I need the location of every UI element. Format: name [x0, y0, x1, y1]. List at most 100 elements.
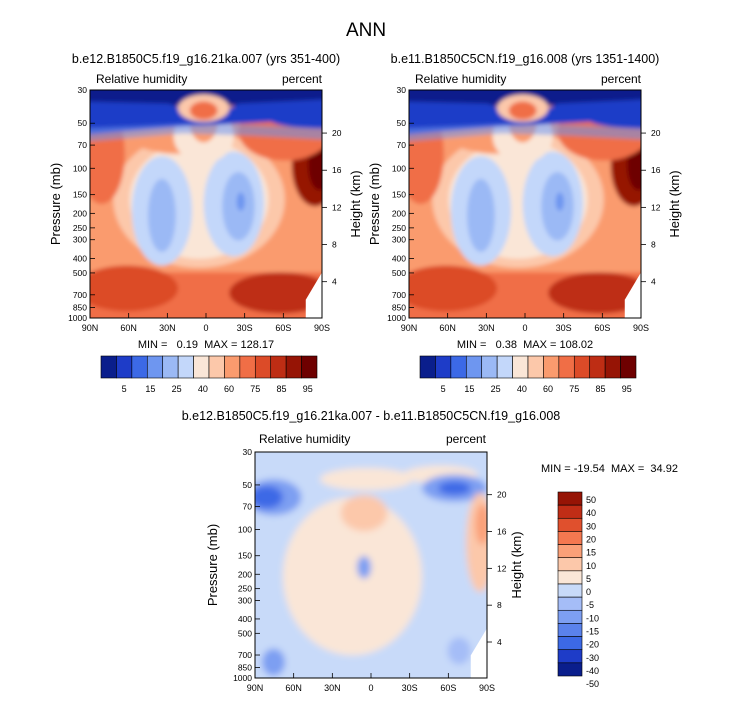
rh-band-95: [229, 272, 322, 314]
colorbar-swatch: [512, 355, 529, 379]
latitude-tick-label: 90S: [633, 323, 649, 333]
pressure-tick-label: 30: [78, 85, 88, 95]
colorbar-swatch: [481, 355, 498, 379]
colorbar-label: 75: [569, 384, 579, 394]
panel-2-title: b.e11.B1850C5CN.f19_g16.008 (yrs 1351-14…: [391, 52, 660, 66]
panel-2-height-axis: 20 16 12 8 4: [641, 128, 661, 287]
colorbar-swatch: [116, 355, 133, 379]
pressure-tick-label: 300: [238, 595, 252, 605]
colorbar-swatch: [557, 517, 583, 532]
latitude-tick-label: 30S: [237, 323, 253, 333]
latitude-tick-label: 60S: [594, 323, 610, 333]
pressure-tick-label: 70: [397, 140, 407, 150]
panel-3-latitude-axis: 90N 60N 30N 0 30S 60S 90S: [247, 673, 495, 693]
panel-3-left-label: Relative humidity: [259, 432, 350, 446]
latitude-tick-label: 60N: [120, 323, 137, 333]
height-tick-label: 12: [497, 563, 507, 573]
colorbar-label: 25: [172, 384, 182, 394]
latitude-tick-label: 60S: [440, 683, 456, 693]
latitude-tick-label: 30S: [556, 323, 572, 333]
panel-3-height-axis: 20 16 12 8 4: [487, 490, 507, 647]
rh-tropopause-moist-core: [508, 101, 537, 120]
colorbar-swatch: [557, 557, 583, 572]
colorbar-swatch: [254, 355, 272, 379]
colorbar-label: 20: [586, 535, 596, 545]
latitude-tick-label: 90N: [401, 323, 418, 333]
colorbar-swatch: [557, 583, 583, 598]
panel-1-contour-field: [90, 90, 322, 318]
diff-south-dry-core: [438, 481, 471, 495]
panel-3-contour-field: [255, 452, 487, 678]
colorbar-swatch: [450, 355, 467, 379]
colorbar-swatch: [131, 355, 148, 379]
colorbar-swatch: [177, 355, 194, 379]
latitude-tick-label: 90N: [82, 323, 99, 333]
panel-2-contour-field: [409, 90, 641, 318]
colorbar-label: -50: [586, 679, 599, 689]
height-tick-label: 4: [332, 277, 337, 287]
rh-band-85: [409, 265, 498, 312]
colorbar-label: 30: [586, 521, 596, 531]
rh-contours: [409, 90, 641, 318]
latitude-tick-label: 90S: [314, 323, 330, 333]
pressure-tick-label: 150: [392, 190, 406, 200]
diff-south-moist-core: [475, 503, 487, 545]
panel-1-right-label: percent: [282, 72, 323, 86]
colorbar-swatch: [435, 355, 452, 379]
panel-2-latitude-axis: 90N 60N 30N 0 30S 60S 90S: [401, 313, 649, 333]
colorbar-swatch: [604, 355, 621, 379]
colorbar-swatch: [557, 662, 583, 677]
pressure-tick-label: 30: [397, 85, 407, 95]
pressure-tick-label: 500: [73, 268, 87, 278]
colorbar-swatch: [146, 355, 164, 379]
panel-1-latitude-axis: 90N 60N 30N 0 30S 60S 90S: [82, 313, 330, 333]
colorbar-label: 40: [198, 384, 208, 394]
height-tick-label: 12: [332, 202, 342, 212]
pressure-tick-label: 500: [392, 268, 406, 278]
topography-mask: [470, 628, 487, 678]
colorbar-label: 0: [586, 587, 591, 597]
colorbar-label: 5: [122, 384, 127, 394]
latitude-tick-label: 0: [522, 323, 527, 333]
colorbar-swatch: [270, 355, 287, 379]
pressure-tick-label: 700: [238, 650, 252, 660]
colorbar-label: 95: [622, 384, 632, 394]
colorbar-swatch: [620, 355, 637, 379]
pressure-tick-label: 250: [73, 223, 87, 233]
rh-band-95: [548, 272, 641, 314]
panel-1-left-label: Relative humidity: [96, 72, 187, 86]
colorbar-label: 60: [543, 384, 553, 394]
latitude-tick-label: 90N: [247, 683, 264, 693]
figure-title: ANN: [346, 20, 386, 41]
colorbar-swatch: [589, 355, 606, 379]
colorbar-swatch: [100, 355, 117, 379]
colorbar-label: 15: [464, 384, 474, 394]
rh-band-85: [90, 265, 179, 312]
pressure-tick-label: 700: [392, 290, 406, 300]
pressure-tick-label: 700: [73, 290, 87, 300]
latitude-tick-label: 30S: [402, 683, 418, 693]
colorbar-label: 60: [224, 384, 234, 394]
colorbar-label: 40: [517, 384, 527, 394]
latitude-tick-label: 60S: [275, 323, 291, 333]
colorbar-label: -40: [586, 666, 599, 676]
panel-2-ylabel-right: Height (km): [667, 170, 682, 237]
panel-1-colorbar: 5 15 25 40 60 75 85 95: [100, 355, 318, 394]
panel-2-plot-area: [409, 90, 641, 318]
rh-contours: [90, 90, 322, 318]
latitude-tick-label: 30N: [478, 323, 495, 333]
colorbar-label: 40: [586, 508, 596, 518]
pressure-tick-label: 150: [73, 190, 87, 200]
colorbar-label: 25: [491, 384, 501, 394]
colorbar-swatch: [419, 355, 436, 379]
rh-dry-north-core: [467, 178, 495, 252]
topography-mask: [624, 272, 641, 318]
latitude-tick-label: 30N: [159, 323, 176, 333]
diff-south-surface: [447, 637, 471, 665]
colorbar-swatch: [193, 355, 210, 379]
pressure-tick-label: 50: [243, 480, 253, 490]
pressure-tick-label: 100: [392, 163, 406, 173]
rh-dry-south-min: [555, 192, 564, 211]
